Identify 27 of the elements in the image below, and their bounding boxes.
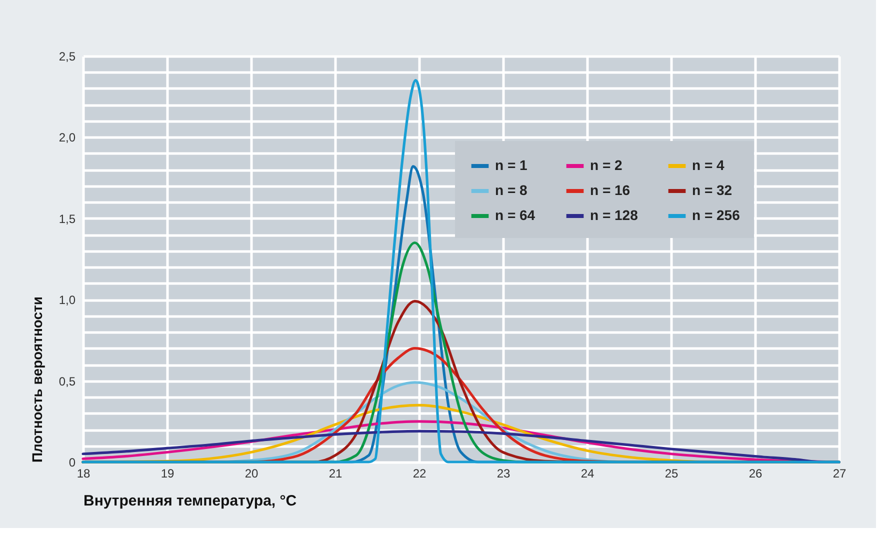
legend-label: n = 1 (495, 157, 528, 173)
legend-label: n = 2 (590, 157, 623, 173)
y-tick-label: 1,0 (58, 293, 76, 308)
legend-label: n = 8 (495, 182, 528, 198)
x-tick-label: 22 (412, 466, 426, 480)
x-axis-title: Внутренняя температура, °C (84, 492, 297, 510)
x-tick-label: 23 (496, 466, 510, 480)
legend-label: n = 64 (495, 207, 536, 223)
legend-label: n = 32 (692, 182, 732, 198)
x-tick-label: 21 (328, 466, 342, 480)
y-tick-label: 2,0 (58, 130, 76, 145)
x-tick-label: 26 (748, 466, 762, 480)
legend-label: n = 128 (590, 207, 638, 223)
y-tick-label: 0 (68, 456, 76, 470)
legend-label: n = 4 (692, 157, 725, 173)
x-tick-label: 27 (832, 466, 846, 480)
x-tick-label: 20 (244, 466, 258, 480)
y-axis-title: Плотность вероятности (28, 296, 45, 462)
x-tick-label: 19 (160, 466, 174, 480)
legend-label: n = 256 (692, 207, 740, 223)
x-tick-label: 25 (664, 466, 678, 480)
y-tick-label: 2,5 (58, 50, 76, 64)
x-tick-label: 24 (580, 466, 594, 480)
legend-label: n = 16 (590, 182, 630, 198)
y-tick-label: 0,5 (58, 374, 76, 388)
x-tick-label: 18 (76, 466, 90, 480)
y-tick-label: 1,5 (58, 212, 76, 226)
